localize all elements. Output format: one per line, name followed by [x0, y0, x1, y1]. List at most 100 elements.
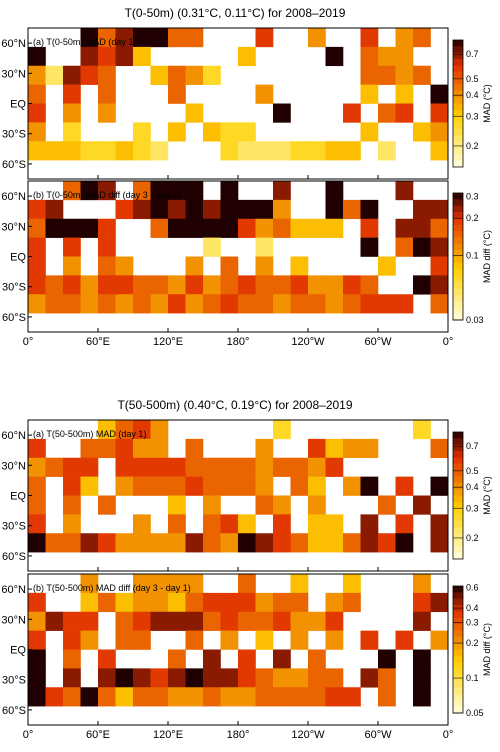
colorbar-label: MAD diff (°C) — [482, 623, 492, 676]
heatmap-cell — [80, 457, 99, 477]
heatmap-cell — [185, 611, 204, 631]
lat-tick-label: 60°S — [2, 159, 26, 171]
colorbar-segment — [453, 438, 463, 446]
heatmap-cell — [133, 122, 151, 142]
heatmap-cell — [203, 294, 221, 314]
colorbar-segment — [453, 52, 463, 60]
heatmap-cell — [168, 514, 186, 534]
heatmap-cell — [28, 218, 46, 238]
heatmap-cell — [413, 65, 431, 85]
heatmap-cell — [203, 649, 221, 669]
colorbar-segment — [453, 643, 463, 650]
heatmap-cell — [150, 294, 169, 314]
heatmap-cell — [98, 237, 116, 257]
heatmap-cell — [150, 199, 169, 220]
heatmap-cell — [430, 122, 449, 142]
heatmap-cell — [98, 420, 116, 440]
lon-tick-label: 60°E — [86, 336, 110, 348]
heatmap-cell — [115, 294, 134, 314]
lat-tick-label: EQ — [10, 491, 26, 503]
heatmap-cell — [325, 218, 344, 238]
heatmap-cell — [115, 611, 134, 631]
heatmap-cell — [360, 438, 379, 459]
heatmap-cell — [203, 592, 221, 613]
heatmap-cell — [168, 65, 186, 85]
lon-tick-label: 0° — [443, 729, 454, 741]
heatmap-cell — [133, 199, 151, 220]
colorbar-segment — [453, 706, 463, 714]
heatmap-cell — [413, 687, 431, 707]
heatmap-cell — [430, 592, 449, 613]
heatmap-cell — [168, 574, 186, 594]
heatmap-cell — [63, 611, 81, 631]
heatmap-cell — [255, 141, 274, 161]
colorbar-segment — [453, 649, 463, 657]
heatmap-cell — [168, 294, 186, 314]
heatmap-cell — [203, 668, 221, 688]
colorbar-segment — [453, 78, 463, 85]
heatmap-cell — [115, 533, 134, 553]
heatmap-cell — [150, 438, 169, 459]
heatmap-cell — [63, 668, 81, 688]
heatmap-cell — [395, 103, 414, 123]
heatmap-cell — [273, 199, 291, 220]
heatmap-cell — [28, 122, 46, 142]
heatmap-cell — [395, 630, 414, 650]
lon-tick-label: 60°E — [86, 729, 110, 741]
heatmap-cell — [150, 476, 169, 496]
heatmap-cell — [238, 687, 256, 707]
heatmap-cell — [168, 84, 186, 104]
heatmap-cell — [63, 533, 81, 553]
heatmap-cell — [273, 592, 291, 613]
heatmap-cell — [325, 630, 344, 650]
heatmap-cell — [255, 256, 274, 276]
colorbar-segment — [453, 662, 463, 669]
heatmap-cell — [80, 275, 99, 295]
heatmap-cell — [80, 611, 99, 631]
heatmap-cell — [115, 687, 134, 707]
heatmap-cell — [273, 611, 291, 631]
heatmap-cell — [413, 275, 431, 295]
heatmap-cell — [98, 46, 116, 67]
heatmap-cell — [273, 649, 291, 669]
heatmap-cell — [430, 438, 449, 459]
heatmap-cell — [63, 256, 81, 276]
heatmap-cell — [133, 592, 151, 613]
colorbar-segment — [453, 116, 463, 123]
heatmap-cell — [238, 199, 256, 220]
heatmap-cell — [98, 181, 116, 201]
heatmap-cell — [290, 668, 309, 688]
heatmap-cell — [98, 275, 116, 295]
heatmap-cell — [220, 687, 239, 707]
heatmap-cell — [28, 514, 46, 534]
heatmap-cell — [430, 630, 449, 650]
heatmap-cell — [63, 103, 81, 123]
heatmap-cell — [395, 218, 414, 238]
heatmap-cell — [343, 438, 361, 459]
heatmap-cell — [430, 237, 449, 257]
heatmap-cell — [255, 28, 274, 48]
colorbar-segment — [453, 668, 463, 676]
heatmap-cell — [360, 294, 379, 314]
heatmap-cell — [220, 611, 239, 631]
colorbar-segment — [453, 598, 463, 606]
heatmap-cell — [360, 533, 379, 553]
colorbar-tick-label: 0.7 — [466, 49, 479, 59]
heatmap-cell — [115, 592, 134, 613]
heatmap-cell — [98, 256, 116, 276]
map-panel: (a) T(50-500m) MAD (day 1) 60°N 30°N EQ 30°S… — [1, 419, 449, 572]
heatmap-cell — [220, 122, 239, 142]
heatmap-cell — [63, 630, 81, 650]
heatmap-cell — [325, 592, 344, 613]
colorbar-tick-label: 0.5 — [466, 74, 479, 84]
heatmap-cell — [255, 592, 274, 613]
heatmap-cell — [325, 275, 344, 295]
panel-label: (b) T(50-500m) MAD diff (day 3 - day 1) — [33, 583, 191, 593]
heatmap-cell — [273, 533, 291, 553]
heatmap-cell — [220, 668, 239, 688]
colorbar-segment — [453, 605, 463, 612]
colorbar-segment — [453, 552, 463, 560]
heatmap-cell — [203, 457, 221, 477]
heatmap-cell — [98, 592, 116, 613]
heatmap-cell — [395, 181, 414, 201]
